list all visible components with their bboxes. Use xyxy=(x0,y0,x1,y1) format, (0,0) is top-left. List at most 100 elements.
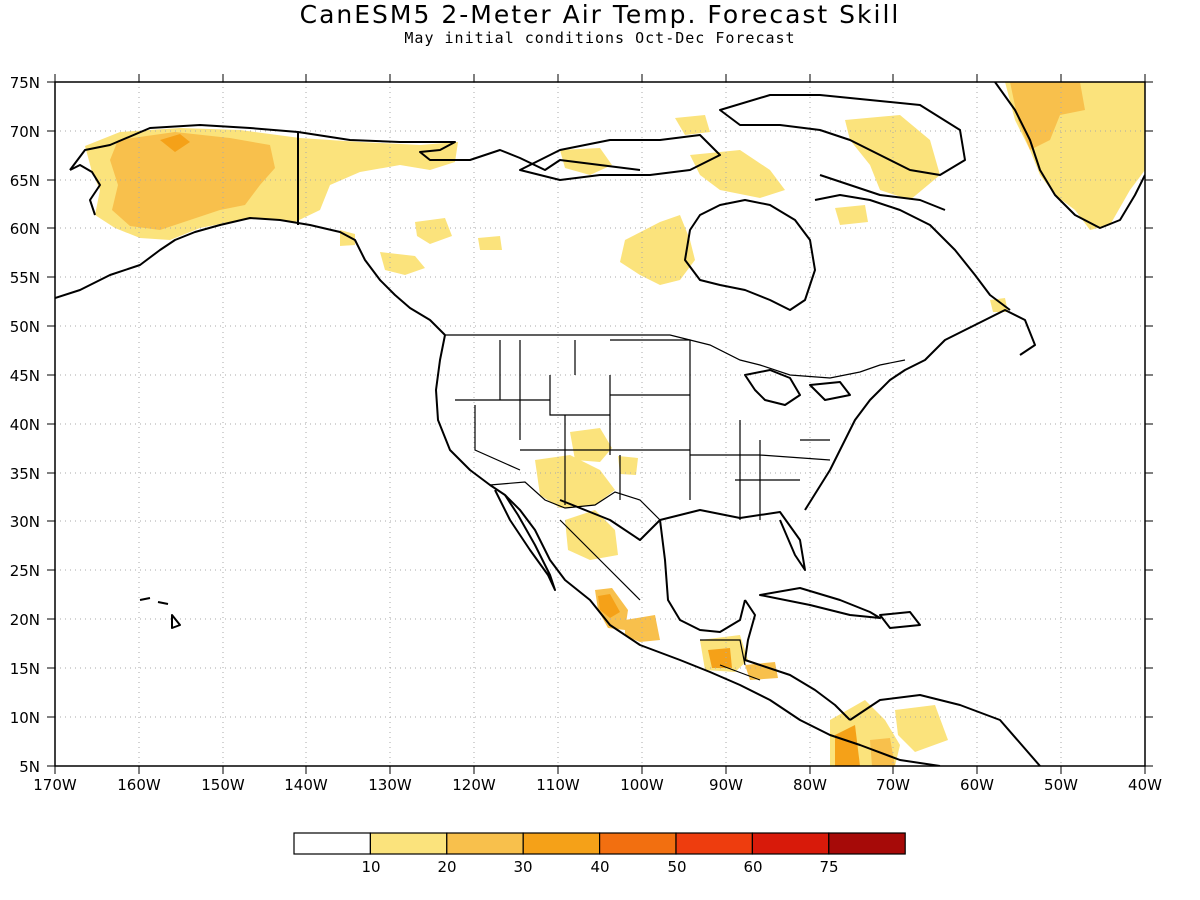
lat-label: 55N xyxy=(10,269,40,287)
colorbar-swatch xyxy=(598,832,677,855)
east-coast xyxy=(804,309,1036,511)
lon-label: 170W xyxy=(33,776,77,794)
colorbar-label: 75 xyxy=(819,858,838,876)
lon-label: 150W xyxy=(201,776,245,794)
colorbar xyxy=(293,832,906,855)
lon-label: 110W xyxy=(536,776,580,794)
coastlines xyxy=(55,82,1145,766)
yucatan xyxy=(744,599,851,721)
lon-label: 60W xyxy=(960,776,994,794)
labrador-coast xyxy=(814,194,1011,311)
arctic-islands-2 xyxy=(719,94,966,176)
venezuela-patch xyxy=(870,738,895,766)
colorbar-swatch xyxy=(446,832,524,855)
mexico-patch-1 xyxy=(565,510,618,560)
longitude-labels: 170W 160W 150W 140W 130W 120W 110W 100W … xyxy=(33,776,1162,794)
mexico-south-patch xyxy=(625,615,660,642)
gulf-of-mexico-west xyxy=(659,519,746,633)
lon-label: 100W xyxy=(620,776,664,794)
colorbar-label: 40 xyxy=(590,858,609,876)
lon-label: 50W xyxy=(1044,776,1078,794)
lon-label: 80W xyxy=(793,776,827,794)
quebec-patch xyxy=(835,205,868,225)
arctic-patch-2 xyxy=(690,150,785,198)
lat-label: 15N xyxy=(10,660,40,678)
baja-california xyxy=(494,489,556,591)
alaska-south-coast xyxy=(55,217,446,336)
hudson-bay xyxy=(684,199,816,311)
gridlines xyxy=(55,82,1145,766)
pacific-coast xyxy=(435,334,941,766)
southwest-patch-1 xyxy=(570,428,612,462)
lat-label: 60N xyxy=(10,220,40,238)
lon-label: 140W xyxy=(284,776,328,794)
colorbar-swatch xyxy=(828,832,906,855)
arctic-patch-4 xyxy=(675,115,710,135)
honduras-patch xyxy=(745,662,778,680)
skill-shading xyxy=(85,82,1145,766)
mexico-states xyxy=(559,519,761,681)
state-lines xyxy=(455,339,831,520)
colorbar-label: 20 xyxy=(437,858,456,876)
arctic-islands-1 xyxy=(519,134,721,181)
map-area xyxy=(55,82,1145,766)
lat-label: 45N xyxy=(10,367,40,385)
lat-label: 5N xyxy=(19,758,40,776)
alaska-peak-region xyxy=(160,134,190,152)
baffin-coast xyxy=(819,174,946,211)
axis-ticks xyxy=(47,74,1153,774)
lat-label: 75N xyxy=(10,74,40,92)
hudson-west-patch xyxy=(620,215,695,285)
colorbar-swatch xyxy=(522,832,601,855)
labrador-patch xyxy=(990,298,1008,312)
map-title: CanESM5 2-Meter Air Temp. Forecast Skill xyxy=(299,0,901,29)
gulf-coast xyxy=(559,499,806,571)
map-subtitle: May initial conditions Oct-Dec Forecast xyxy=(404,29,796,47)
colorbar-label: 30 xyxy=(513,858,532,876)
colorbar-swatch xyxy=(369,832,448,855)
colorbar-swatch xyxy=(751,832,830,855)
nm-patch xyxy=(618,456,638,475)
greenland-east-region xyxy=(1010,82,1085,150)
latitude-labels: 75N 70N 65N 60N 55N 50N 45N 40N 35N 30N … xyxy=(10,74,40,776)
bc-patch xyxy=(415,218,452,244)
lat-label: 65N xyxy=(10,172,40,190)
hawaii xyxy=(139,597,181,629)
lon-label: 160W xyxy=(117,776,161,794)
lat-label: 30N xyxy=(10,513,40,531)
greenland-coast xyxy=(994,82,1145,229)
political-borders xyxy=(445,334,906,681)
colorbar-swatch xyxy=(675,832,754,855)
lat-label: 10N xyxy=(10,709,40,727)
small-patch xyxy=(478,236,502,250)
colorbar-label: 10 xyxy=(361,858,380,876)
colorbar-label: 60 xyxy=(743,858,762,876)
yukon-patch xyxy=(380,252,425,275)
hispaniola xyxy=(879,611,921,629)
lat-label: 35N xyxy=(10,465,40,483)
alaska-coastline xyxy=(69,124,641,171)
alaska-west-coast xyxy=(69,164,101,216)
lat-label: 40N xyxy=(10,416,40,434)
lon-label: 40W xyxy=(1128,776,1162,794)
colorbar-labels: 10 20 30 40 50 60 75 xyxy=(361,858,838,876)
cuba xyxy=(759,587,881,619)
colombia-core xyxy=(835,725,860,766)
alaska-core-region xyxy=(110,132,275,230)
lon-label: 70W xyxy=(876,776,910,794)
lon-label: 90W xyxy=(709,776,743,794)
us-mexico-border xyxy=(489,481,661,521)
colorbar-swatch xyxy=(293,832,372,855)
arctic-patch-1 xyxy=(560,148,612,175)
lat-label: 20N xyxy=(10,611,40,629)
mexico-west-core xyxy=(598,594,620,618)
venezuela-east-patch xyxy=(895,705,948,752)
lat-label: 70N xyxy=(10,123,40,141)
great-lakes xyxy=(744,369,851,406)
southwest-patch-2 xyxy=(535,455,615,508)
us-canada-border xyxy=(445,334,906,379)
colorbar-label: 50 xyxy=(667,858,686,876)
south-america-coast xyxy=(849,694,1041,766)
lon-label: 130W xyxy=(368,776,412,794)
